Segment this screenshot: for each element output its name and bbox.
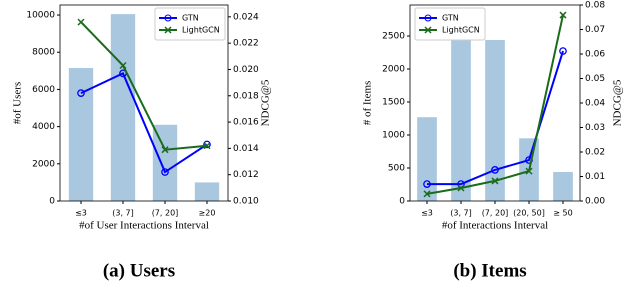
x-axis-label: #of Interactions Interval bbox=[442, 220, 548, 232]
y2-axis-label: NDCG@5 bbox=[612, 79, 624, 126]
bar bbox=[485, 39, 505, 201]
bar bbox=[553, 171, 573, 201]
y2-tick-label: 0.014 bbox=[233, 144, 259, 154]
line bbox=[80, 72, 208, 174]
y2-tick-label: 0.016 bbox=[233, 118, 259, 128]
y2-tick-label: 0.018 bbox=[233, 91, 259, 101]
marker bbox=[203, 142, 211, 150]
bar bbox=[68, 68, 94, 201]
y2-tick-label: 0.024 bbox=[233, 12, 259, 22]
x-tick-label: ≥ 50 bbox=[553, 209, 572, 218]
y2-tick-label: 0.04 bbox=[585, 99, 605, 109]
y-tick-label: 1500 bbox=[382, 98, 405, 108]
x-tick-label: (3, 7] bbox=[450, 209, 472, 218]
y-tick-label: 500 bbox=[388, 164, 405, 174]
x-tick-label: (7, 20] bbox=[152, 209, 179, 218]
x-tick-label: ≤3 bbox=[421, 209, 433, 218]
y2-tick-label: 0.010 bbox=[233, 197, 259, 207]
bar bbox=[451, 37, 471, 201]
y2-tick-label: 0.06 bbox=[585, 50, 605, 60]
legend-box bbox=[414, 7, 486, 41]
y2-axis-label: NDCG@5 bbox=[260, 79, 272, 126]
y2-tick-label: 0.07 bbox=[585, 25, 605, 35]
y2-tick-label: 0.02 bbox=[585, 148, 605, 158]
x-tick-label: ≤3 bbox=[75, 209, 87, 218]
x-tick-label: ≥20 bbox=[199, 209, 216, 218]
y-tick-label: 2500 bbox=[382, 32, 405, 42]
y-tick-label: 0 bbox=[49, 197, 55, 207]
legend-label: GTN bbox=[442, 14, 459, 23]
y2-tick-label: 0.08 bbox=[585, 1, 605, 11]
legend-marker bbox=[164, 14, 172, 22]
x-axis-label: #of User Interactions Interval bbox=[79, 220, 209, 232]
x-tick-label: (3, 7] bbox=[112, 209, 134, 218]
y-tick-label: 10000 bbox=[26, 11, 55, 21]
marker bbox=[161, 146, 169, 154]
y-tick-label: 8000 bbox=[32, 48, 55, 58]
y-axis-label: # of Items bbox=[362, 81, 374, 126]
y2-tick-label: 0.022 bbox=[233, 39, 259, 49]
marker bbox=[423, 190, 431, 198]
marker bbox=[161, 168, 169, 176]
y2-tick-label: 0.00 bbox=[585, 197, 605, 207]
y2-tick-label: 0.03 bbox=[585, 123, 605, 133]
y2-tick-label: 0.020 bbox=[233, 65, 259, 75]
marker bbox=[491, 177, 499, 185]
y-tick-label: 2000 bbox=[382, 65, 405, 75]
marker bbox=[203, 140, 211, 149]
y-tick-label: 6000 bbox=[32, 85, 55, 95]
y2-tick-label: 0.01 bbox=[585, 172, 605, 182]
marker bbox=[559, 11, 567, 19]
y-tick-label: 1000 bbox=[382, 131, 405, 141]
legend-marker bbox=[424, 14, 432, 22]
marker bbox=[77, 18, 85, 26]
y-tick-label: 0 bbox=[399, 197, 405, 207]
bar bbox=[417, 117, 437, 201]
plot-frame bbox=[59, 4, 229, 202]
caption: (b) Items bbox=[453, 260, 526, 281]
legend-label: LightGCN bbox=[182, 26, 220, 35]
marker bbox=[491, 166, 499, 174]
marker bbox=[559, 47, 567, 55]
legend-label: LightGCN bbox=[442, 26, 480, 35]
bar bbox=[152, 124, 178, 201]
legend-box bbox=[154, 7, 226, 41]
bar bbox=[110, 14, 136, 202]
y2-tick-label: 0.05 bbox=[585, 74, 605, 84]
x-tick-label: (7, 20] bbox=[482, 209, 509, 218]
marker bbox=[525, 167, 533, 175]
marker bbox=[119, 61, 127, 70]
y-tick-label: 2000 bbox=[32, 159, 55, 169]
marker bbox=[77, 89, 85, 97]
marker bbox=[457, 184, 465, 192]
caption: (a) Users bbox=[103, 260, 175, 281]
bar bbox=[194, 182, 220, 201]
y2-tick-label: 0.012 bbox=[233, 170, 259, 180]
legend-marker bbox=[164, 26, 172, 34]
line bbox=[80, 21, 208, 151]
marker bbox=[423, 180, 431, 188]
legend-label: GTN bbox=[182, 14, 199, 23]
x-tick-label: (20, 50] bbox=[513, 209, 545, 218]
y-tick-label: 4000 bbox=[32, 122, 55, 132]
y-axis-label: #of Users bbox=[12, 82, 24, 124]
legend-marker bbox=[424, 26, 432, 34]
